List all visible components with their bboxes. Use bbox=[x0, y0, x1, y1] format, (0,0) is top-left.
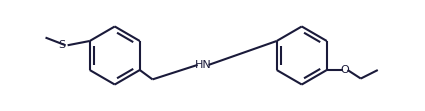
Text: HN: HN bbox=[195, 60, 212, 70]
Text: S: S bbox=[58, 40, 65, 50]
Text: O: O bbox=[340, 65, 349, 75]
